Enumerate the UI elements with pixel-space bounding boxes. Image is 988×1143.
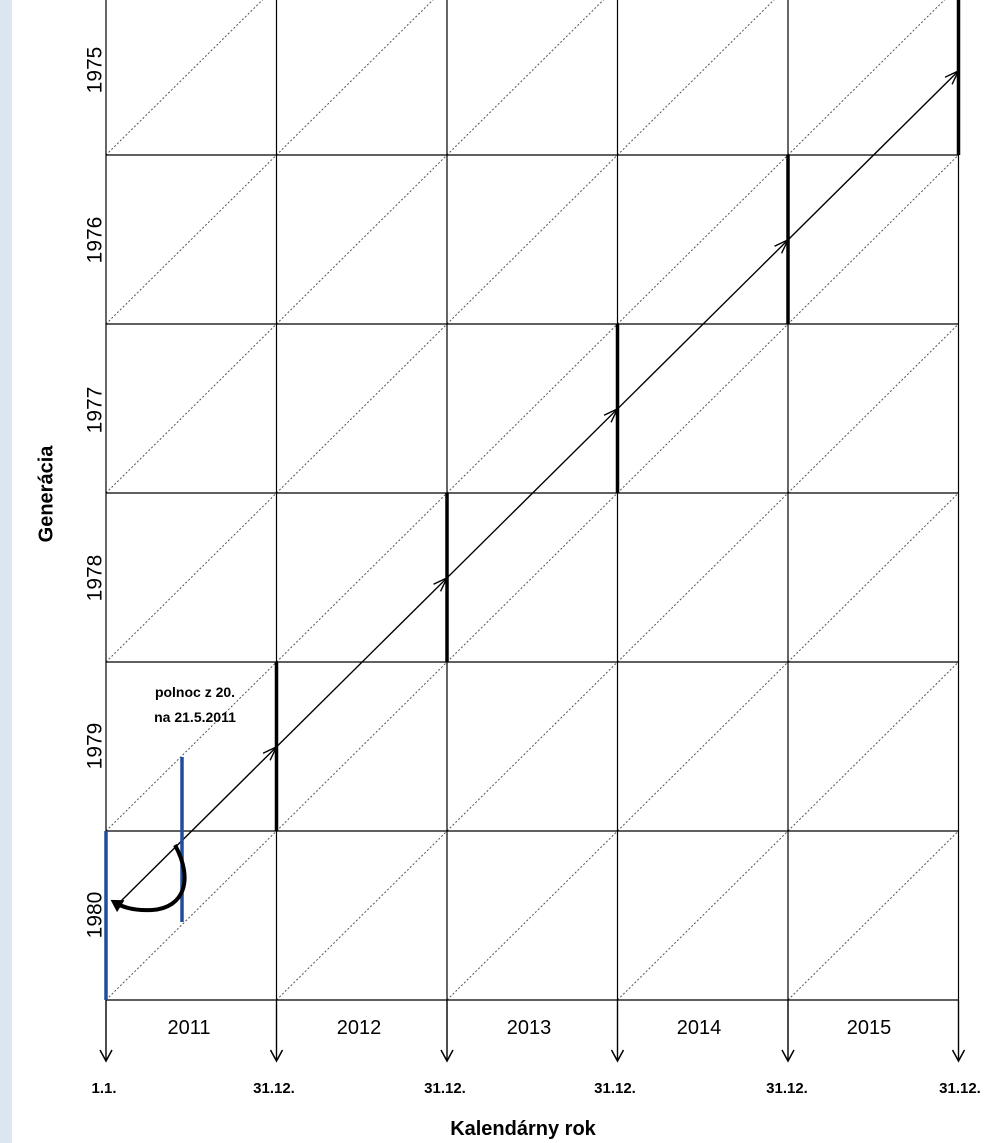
year-label: 2014 — [677, 1017, 722, 1039]
year-label: 2011 — [167, 1017, 210, 1039]
date-label: 1.1. — [91, 1080, 116, 1097]
cohort-diagonal — [106, 0, 775, 663]
generation-labels: 1975 1976 1977 1978 1979 1980 — [84, 47, 107, 939]
cohort-diagonal — [106, 0, 605, 494]
highlight-group — [104, 757, 187, 1000]
grid-lines — [105, 0, 960, 1001]
lexis-diagram: 1975 1976 1977 1978 1979 1980 Generácia … — [12, 0, 981, 1140]
date-arrows — [99, 1000, 966, 1063]
year-label: 2015 — [847, 1017, 892, 1039]
cohort-diagonal — [106, 0, 946, 832]
life-line-arrow — [433, 576, 449, 592]
diagram-frame: 1975 1976 1977 1978 1979 1980 Generácia … — [12, 0, 988, 1143]
generation-label: 1976 — [84, 217, 107, 264]
annotation-line-2: na 21.5.2011 — [154, 709, 236, 725]
generation-label: 1979 — [84, 723, 107, 770]
diagonal-lines — [12, 0, 959, 1000]
year-label: 2012 — [337, 1017, 382, 1039]
life-line — [117, 69, 960, 905]
curved-arrow — [110, 844, 187, 913]
annotation-line-1: polnoc z 20. — [155, 684, 235, 700]
x-axis-title: Kalendárny rok — [450, 1118, 596, 1140]
life-line-arrow — [262, 745, 278, 761]
date-label: 31.12. — [424, 1080, 466, 1097]
cohort-diagonal — [276, 323, 959, 1000]
generation-label: 1975 — [84, 47, 107, 94]
date-label: 31.12. — [253, 1080, 295, 1097]
date-label: 31.12. — [939, 1080, 981, 1097]
generation-label: 1980 — [84, 892, 107, 939]
cohort-diagonal — [446, 492, 959, 1000]
year-label: 2013 — [507, 1017, 552, 1039]
date-label: 31.12. — [594, 1080, 636, 1097]
generation-label: 1978 — [84, 555, 107, 602]
cohort-diagonal — [617, 661, 959, 1000]
cohort-diagonal — [106, 154, 959, 1000]
annotation: polnoc z 20. na 21.5.2011 — [154, 684, 236, 725]
date-label: 31.12. — [766, 1080, 808, 1097]
cohort-diagonal — [12, 0, 106, 1000]
cohort-diagonal — [958, 999, 959, 1000]
life-line-arrow — [774, 238, 790, 254]
y-axis-title: Generácia — [35, 445, 57, 543]
life-line-arrow — [603, 407, 619, 423]
life-line-path — [117, 70, 959, 905]
year-labels: 2011 2012 2013 2014 2015 — [167, 1017, 891, 1039]
date-labels: 1.1. 31.12. 31.12. 31.12. 31.12. 31.12. — [91, 1080, 980, 1097]
generation-label: 1977 — [84, 387, 107, 434]
cohort-diagonal — [106, 0, 434, 325]
life-line-arrow — [944, 69, 960, 85]
